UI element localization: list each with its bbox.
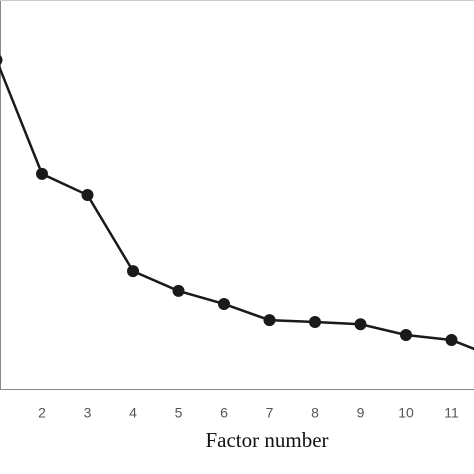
data-point	[81, 189, 94, 202]
data-point	[400, 329, 412, 341]
data-point	[309, 315, 321, 328]
series-line	[0, 65, 474, 351]
data-point	[218, 297, 230, 310]
data-point	[445, 333, 458, 346]
x-tick-label: 4	[129, 405, 137, 421]
x-tick-label: 9	[357, 405, 365, 421]
x-tick-label: 2	[38, 405, 46, 421]
x-tick-label: 6	[220, 405, 228, 421]
data-point	[263, 314, 276, 327]
x-tick-label: 5	[175, 405, 183, 421]
x-tick-label: 7	[266, 405, 274, 421]
x-tick-label: 11	[444, 405, 459, 421]
x-axis-title: Factor number	[205, 428, 328, 452]
data-point	[354, 318, 367, 331]
data-point	[36, 167, 48, 180]
x-tick-label: 8	[311, 405, 319, 421]
x-tick-label: 10	[398, 405, 414, 421]
data-point	[0, 55, 3, 65]
data-point	[127, 265, 139, 278]
data-point	[172, 284, 185, 297]
x-tick-label: 3	[84, 405, 92, 421]
